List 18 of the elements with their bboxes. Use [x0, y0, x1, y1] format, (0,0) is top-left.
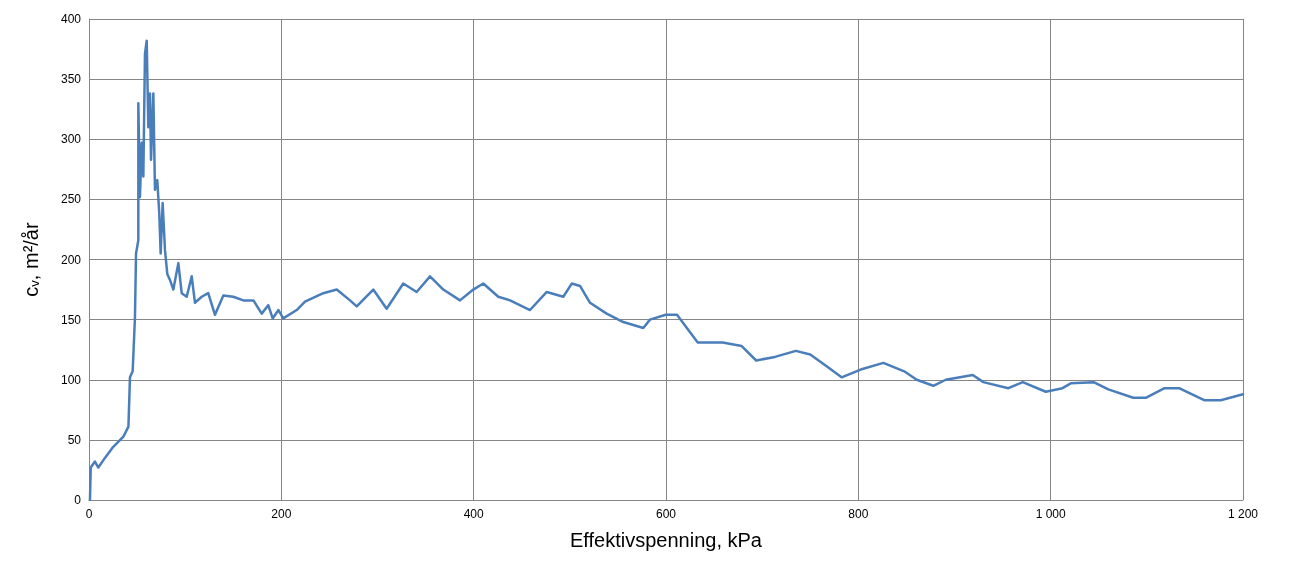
y-tick-label: 400 [60, 12, 82, 26]
y-tick-label: 350 [60, 72, 82, 87]
y-tick-label: 0 [74, 493, 82, 507]
y-axis-title: cv, m²/år [20, 222, 42, 297]
x-tick-label: 400 [463, 507, 484, 521]
x-tick-label: 600 [655, 507, 677, 521]
x-tick-label: 800 [848, 507, 869, 521]
y-tick-label: 300 [60, 132, 82, 147]
y-tick-label: 50 [67, 432, 82, 447]
x-tick-label: 1 000 [1035, 507, 1067, 521]
y-tick-label: 250 [60, 192, 82, 207]
x-tick-label: 0 [85, 507, 93, 521]
x-axis-title: Effektivspenning, kPa [570, 529, 763, 551]
x-tick-label: 200 [271, 507, 292, 521]
y-tick-label: 150 [60, 312, 82, 327]
y-tick-label: 200 [60, 252, 82, 267]
y-tick-label: 100 [60, 372, 82, 387]
x-tick-label: 1 200 [1227, 507, 1259, 521]
